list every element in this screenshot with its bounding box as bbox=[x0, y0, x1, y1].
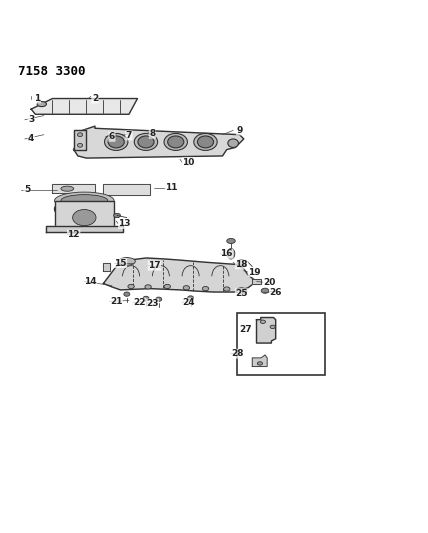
Text: 10: 10 bbox=[182, 158, 195, 167]
Text: 21: 21 bbox=[110, 297, 122, 306]
Text: 28: 28 bbox=[231, 349, 244, 358]
Text: 24: 24 bbox=[182, 298, 195, 307]
Text: 26: 26 bbox=[269, 287, 282, 296]
Ellipse shape bbox=[54, 192, 114, 209]
Ellipse shape bbox=[223, 287, 230, 291]
Text: 23: 23 bbox=[146, 299, 159, 308]
Bar bbox=[238, 313, 324, 375]
Ellipse shape bbox=[227, 248, 235, 259]
Ellipse shape bbox=[114, 213, 120, 217]
Polygon shape bbox=[74, 131, 86, 150]
Polygon shape bbox=[74, 126, 244, 158]
Text: 15: 15 bbox=[114, 259, 127, 268]
Ellipse shape bbox=[73, 209, 96, 225]
Ellipse shape bbox=[187, 296, 193, 300]
Ellipse shape bbox=[143, 296, 149, 301]
Polygon shape bbox=[52, 184, 95, 193]
Ellipse shape bbox=[124, 292, 130, 296]
Text: 27: 27 bbox=[240, 325, 252, 334]
Polygon shape bbox=[104, 263, 110, 271]
Ellipse shape bbox=[61, 195, 108, 207]
Text: 17: 17 bbox=[148, 261, 161, 270]
Polygon shape bbox=[31, 99, 137, 114]
Polygon shape bbox=[104, 258, 256, 292]
Ellipse shape bbox=[237, 260, 247, 266]
Ellipse shape bbox=[118, 257, 135, 265]
Text: 25: 25 bbox=[235, 289, 248, 298]
Ellipse shape bbox=[260, 320, 265, 324]
Bar bbox=[54, 200, 114, 228]
Ellipse shape bbox=[183, 286, 190, 290]
Text: 4: 4 bbox=[28, 134, 34, 143]
Text: 8: 8 bbox=[149, 130, 155, 139]
Text: 2: 2 bbox=[92, 94, 98, 103]
Ellipse shape bbox=[156, 297, 162, 301]
Text: 19: 19 bbox=[248, 268, 261, 277]
Ellipse shape bbox=[194, 133, 217, 150]
Polygon shape bbox=[252, 279, 261, 285]
Ellipse shape bbox=[128, 285, 134, 288]
Ellipse shape bbox=[108, 136, 124, 148]
Ellipse shape bbox=[164, 133, 187, 150]
Text: 20: 20 bbox=[263, 278, 276, 287]
Text: 11: 11 bbox=[165, 183, 178, 192]
Ellipse shape bbox=[228, 139, 238, 148]
Text: 22: 22 bbox=[134, 298, 146, 307]
Ellipse shape bbox=[145, 285, 151, 289]
Ellipse shape bbox=[257, 362, 262, 365]
Ellipse shape bbox=[77, 133, 83, 136]
Ellipse shape bbox=[261, 288, 269, 293]
Ellipse shape bbox=[138, 136, 154, 148]
Text: 14: 14 bbox=[84, 277, 97, 286]
Text: 1: 1 bbox=[34, 94, 41, 103]
Ellipse shape bbox=[164, 285, 170, 288]
Ellipse shape bbox=[134, 133, 158, 150]
Polygon shape bbox=[46, 225, 122, 232]
Ellipse shape bbox=[168, 136, 184, 148]
Polygon shape bbox=[252, 355, 267, 366]
Text: 13: 13 bbox=[119, 220, 131, 229]
Text: 3: 3 bbox=[28, 115, 34, 124]
Text: 7: 7 bbox=[126, 131, 132, 140]
Polygon shape bbox=[104, 183, 150, 195]
Polygon shape bbox=[256, 318, 276, 343]
Ellipse shape bbox=[37, 101, 47, 107]
Text: 5: 5 bbox=[24, 185, 30, 195]
Ellipse shape bbox=[197, 136, 214, 148]
Ellipse shape bbox=[202, 286, 209, 290]
Ellipse shape bbox=[77, 143, 83, 147]
Text: 16: 16 bbox=[220, 249, 233, 259]
Ellipse shape bbox=[104, 133, 128, 150]
Text: 12: 12 bbox=[68, 230, 80, 239]
Ellipse shape bbox=[61, 186, 74, 191]
Ellipse shape bbox=[227, 238, 235, 244]
Text: 9: 9 bbox=[236, 126, 243, 135]
Text: 6: 6 bbox=[109, 132, 115, 141]
Text: 7158 3300: 7158 3300 bbox=[18, 64, 86, 77]
Ellipse shape bbox=[270, 325, 275, 328]
Text: 18: 18 bbox=[235, 260, 248, 269]
Ellipse shape bbox=[236, 288, 247, 294]
Ellipse shape bbox=[54, 197, 114, 221]
